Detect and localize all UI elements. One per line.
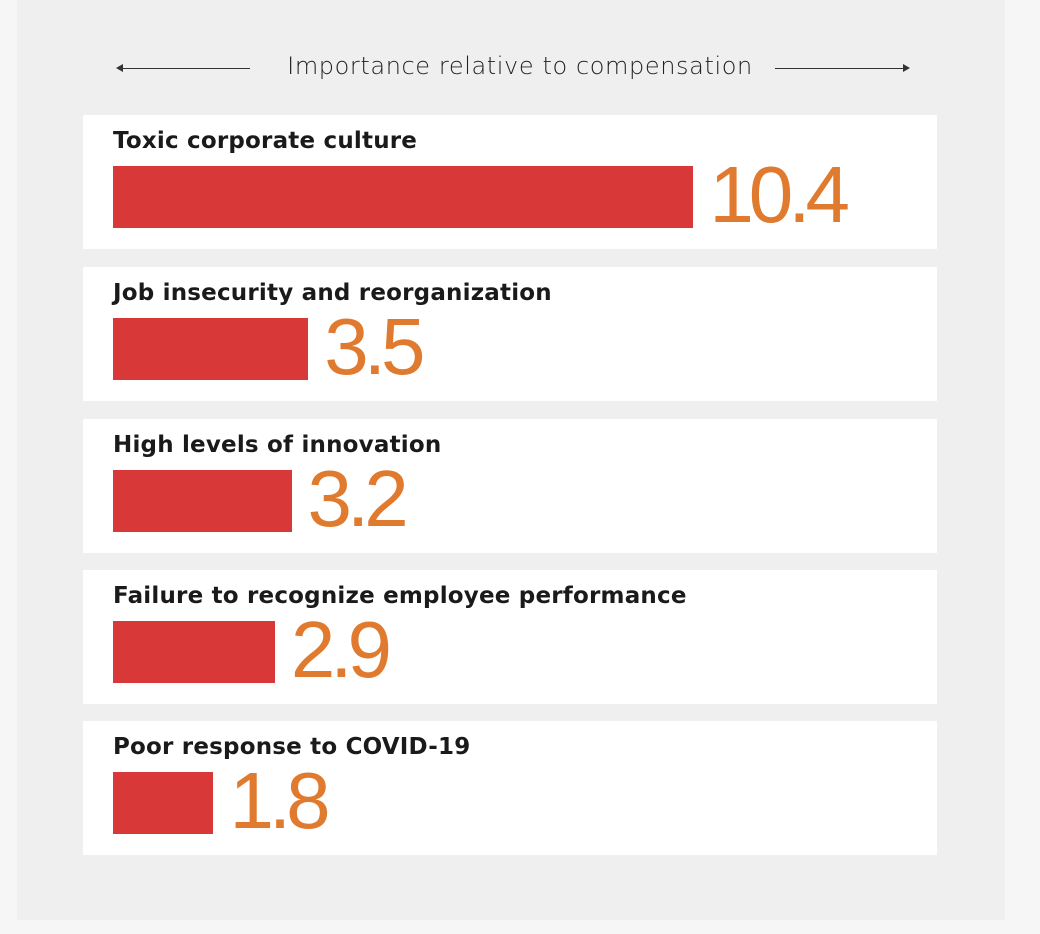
value-label: 10.4 [709,150,850,239]
category-label: Poor response to COVID-19 [113,734,471,760]
value-label: 3.5 [324,302,425,391]
value-label: 2.9 [290,605,392,694]
category-label: Toxic corporate culture [113,128,418,154]
left-arrow-icon [116,64,250,72]
category-label: High levels of innovation [113,432,442,458]
axis-title: Importance relative to compensation [287,52,753,80]
bar-card: Toxic corporate culture 10.4 [83,115,937,249]
category-label: Job insecurity and reorganization [113,280,552,306]
bar-card: Failure to recognize employee performanc… [83,570,937,704]
value-label: 1.8 [229,756,330,845]
bar [113,621,275,683]
category-label: Failure to recognize employee performanc… [113,583,687,609]
bar-card: Job insecurity and reorganization 3.5 [83,267,937,401]
bar [113,318,309,380]
bar [113,166,694,228]
value-label: 3.2 [307,454,409,543]
bar-card: High levels of innovation 3.2 [83,419,937,553]
bar [113,470,292,532]
right-arrow-icon [775,64,910,72]
bar-card: Poor response to COVID-19 1.8 [83,721,937,855]
bar [113,772,214,834]
